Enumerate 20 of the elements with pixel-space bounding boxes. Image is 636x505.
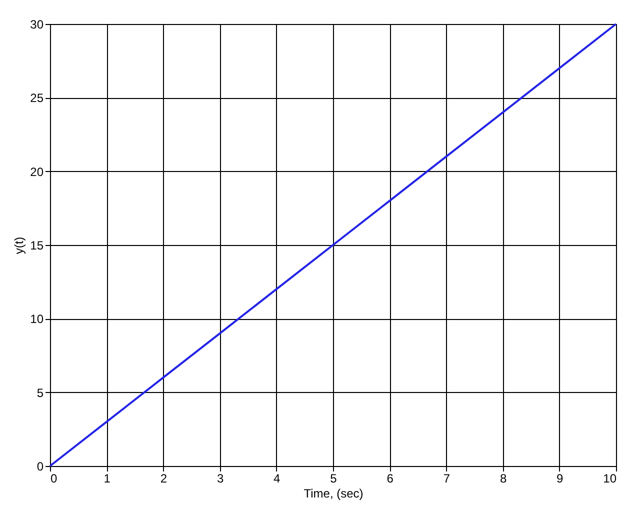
y-tick-label: 20 [30,164,44,179]
y-tick-label: 5 [36,386,44,400]
x-tick-label: 8 [500,472,507,486]
x-tick-label: 3 [216,472,224,486]
y-tick-label: 0 [36,460,44,474]
x-tick-label: 4 [274,472,281,486]
y-tick-label: 15 [30,238,44,252]
y-tick-label: 25 [30,91,44,106]
x-tick-label: 9 [556,472,564,486]
y-tick-label: 10 [30,312,44,326]
x-tick-label: 10 [603,472,617,486]
y-tick-label: 30 [30,18,44,32]
x-axis-title: Time, (sec) [304,486,364,500]
x-tick-label: 6 [386,472,394,486]
x-tick-label: 2 [160,472,168,486]
x-tick-label: 0 [50,472,58,486]
x-tick-label: 5 [330,472,338,486]
y-axis-title: y(t) [12,236,26,254]
x-tick-label: 1 [104,472,111,486]
x-tick-label: 7 [443,472,450,486]
